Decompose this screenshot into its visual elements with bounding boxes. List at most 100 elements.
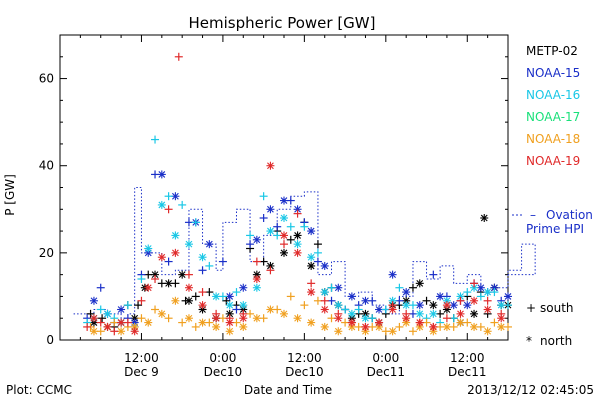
ovation-hpi-line — [73, 187, 536, 319]
north-marker — [388, 327, 397, 336]
south-marker — [218, 292, 227, 301]
north-marker — [225, 318, 234, 327]
north-marker — [205, 240, 214, 249]
north-marker-d2 — [497, 323, 505, 331]
north-marker-d2 — [457, 310, 464, 318]
y-tick-label: 40 — [39, 159, 54, 173]
south-marker — [408, 327, 417, 336]
north-marker — [334, 314, 343, 323]
north-marker — [117, 327, 126, 336]
ovation-label-line2: Prime HPI — [526, 222, 584, 236]
north-marker — [239, 283, 248, 292]
north-marker — [334, 327, 343, 336]
north-marker-d2 — [334, 301, 342, 309]
north-marker-d2 — [307, 262, 315, 270]
south-marker — [490, 318, 499, 327]
north-marker — [429, 301, 438, 310]
north-marker-d2 — [362, 297, 369, 305]
north-marker-d2 — [90, 327, 98, 335]
north-marker — [347, 318, 356, 327]
south-marker — [184, 270, 193, 279]
south-marker — [436, 322, 445, 331]
south-marker — [246, 309, 255, 318]
north-marker-d2 — [362, 323, 369, 331]
south-marker — [490, 288, 499, 297]
south-marker — [164, 192, 173, 201]
north-marker — [171, 231, 180, 240]
x-axis-label: Date and Time — [244, 383, 332, 397]
north-marker-d2 — [253, 236, 261, 244]
south-marker — [476, 322, 485, 331]
north-marker — [463, 301, 472, 310]
north-marker-d2 — [504, 293, 512, 300]
north-marker-d2 — [117, 306, 125, 313]
north-marker-d2 — [443, 301, 451, 309]
north-marker — [103, 309, 112, 318]
north-marker — [320, 288, 329, 297]
south-marker — [395, 322, 404, 331]
north-marker-d2 — [199, 319, 206, 326]
north-marker-d2 — [334, 314, 342, 322]
north-marker-d2 — [375, 319, 383, 326]
south-marker — [96, 318, 105, 327]
north-marker-d2 — [470, 284, 478, 292]
south-marker — [205, 261, 214, 270]
north-marker-d2 — [348, 293, 356, 300]
north-marker-d2 — [172, 192, 179, 200]
north-marker — [415, 279, 424, 288]
north-marker — [388, 305, 397, 314]
south-marker — [174, 52, 183, 61]
south-marker — [470, 279, 479, 288]
north-marker-d2 — [348, 319, 356, 326]
x-tick-label-date: Dec11 — [367, 365, 406, 379]
north-marker-d2 — [470, 323, 478, 331]
south-marker — [198, 266, 207, 275]
north-marker-d2 — [321, 323, 329, 331]
north-marker — [239, 301, 248, 310]
south-marker — [144, 270, 153, 279]
south-marker — [381, 305, 390, 314]
north-label: north — [540, 334, 572, 348]
south-marker — [266, 266, 275, 275]
south-marker — [395, 296, 404, 305]
north-marker — [429, 309, 438, 318]
north-marker — [456, 318, 465, 327]
legend-entry: NOAA-18 — [526, 132, 580, 146]
north-marker — [293, 314, 302, 323]
north-marker — [361, 322, 370, 331]
north-marker — [144, 244, 153, 253]
north-marker — [171, 192, 180, 201]
north-marker — [89, 327, 98, 336]
north-marker — [480, 214, 489, 222]
south-marker — [164, 205, 173, 214]
north-marker-d2 — [131, 327, 139, 335]
north-marker — [307, 261, 316, 270]
north-marker — [320, 322, 329, 331]
x-tick-label-date: Dec11 — [448, 365, 487, 379]
north-marker — [402, 301, 411, 310]
x-tick-label-time: 0:00 — [372, 351, 399, 365]
south-marker — [164, 257, 173, 266]
north-marker — [103, 322, 112, 331]
south-marker — [286, 235, 295, 244]
legend-entry: METP-02 — [526, 44, 578, 58]
north-marker — [157, 309, 166, 318]
south-marker — [184, 218, 193, 227]
south-marker — [463, 288, 472, 297]
south-marker — [191, 322, 200, 331]
south-marker — [222, 296, 231, 305]
north-marker-d2 — [117, 327, 125, 335]
north-marker-d2 — [90, 314, 98, 322]
south-marker — [110, 327, 119, 336]
north-marker-d2 — [172, 297, 179, 305]
north-marker-d2 — [253, 275, 261, 283]
north-marker-d2 — [267, 262, 274, 270]
south-marker — [259, 214, 268, 222]
north-marker-d2 — [294, 205, 301, 213]
x-tick-label-date: Dec10 — [285, 365, 324, 379]
north-marker-d2 — [165, 279, 172, 287]
y-tick-label: 20 — [39, 246, 54, 260]
north-marker — [470, 283, 479, 292]
north-marker-d2 — [294, 314, 301, 322]
